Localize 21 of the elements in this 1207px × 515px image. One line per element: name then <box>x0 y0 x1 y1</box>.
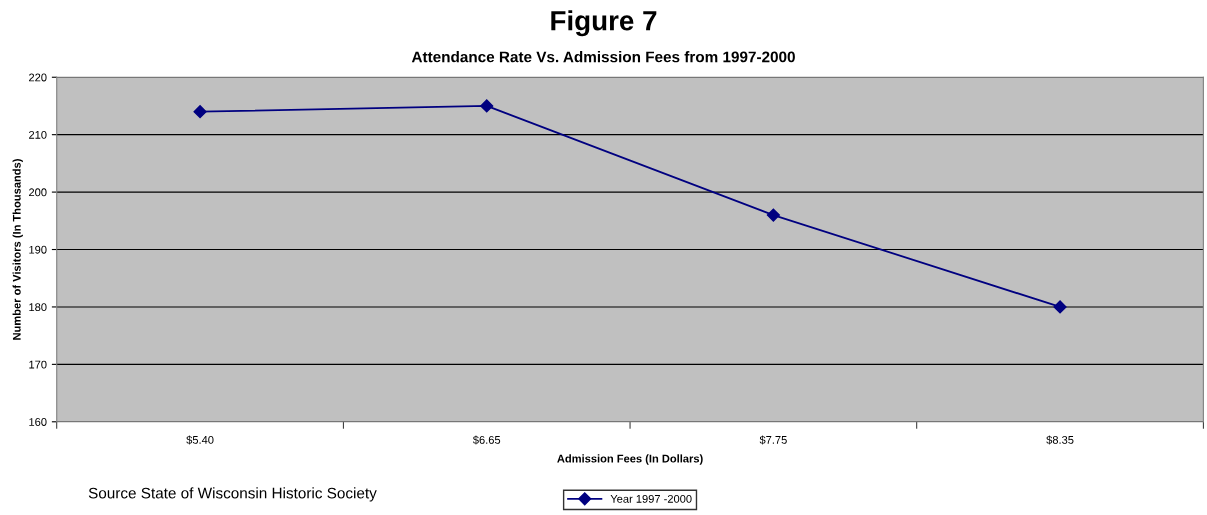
point <box>480 99 494 113</box>
y-tick-label: 170 <box>29 360 47 369</box>
y-tick-label: 180 <box>29 303 47 312</box>
point <box>766 208 780 222</box>
y-tick-label: 200 <box>29 188 47 197</box>
y-tick-label: 210 <box>29 130 47 139</box>
chart-subtitle: Attendance Rate Vs. Admission Fees from 1997-2000 <box>411 51 795 63</box>
y-tick-label: 220 <box>29 73 47 82</box>
legend-label: Year 1997 -2000 <box>610 494 692 503</box>
y-tick-label: 160 <box>29 418 47 426</box>
x-tick-label: $5.40 <box>186 435 214 445</box>
y-tick-label: 190 <box>29 245 47 254</box>
x-tick-label: $6.65 <box>472 435 501 445</box>
x-tick-label: $8.35 <box>1046 435 1074 445</box>
y-axis-title: Number of Visitors (In Thousands) <box>12 159 23 340</box>
point <box>193 105 207 119</box>
point <box>1053 300 1067 314</box>
source-note: Source State of Wisconsin Historic Society <box>88 487 377 502</box>
chart-title: Figure 7 <box>551 10 657 37</box>
x-axis-title: Admission Fees (In Dollars) <box>557 454 703 465</box>
x-tick-label: $7.75 <box>759 435 787 445</box>
